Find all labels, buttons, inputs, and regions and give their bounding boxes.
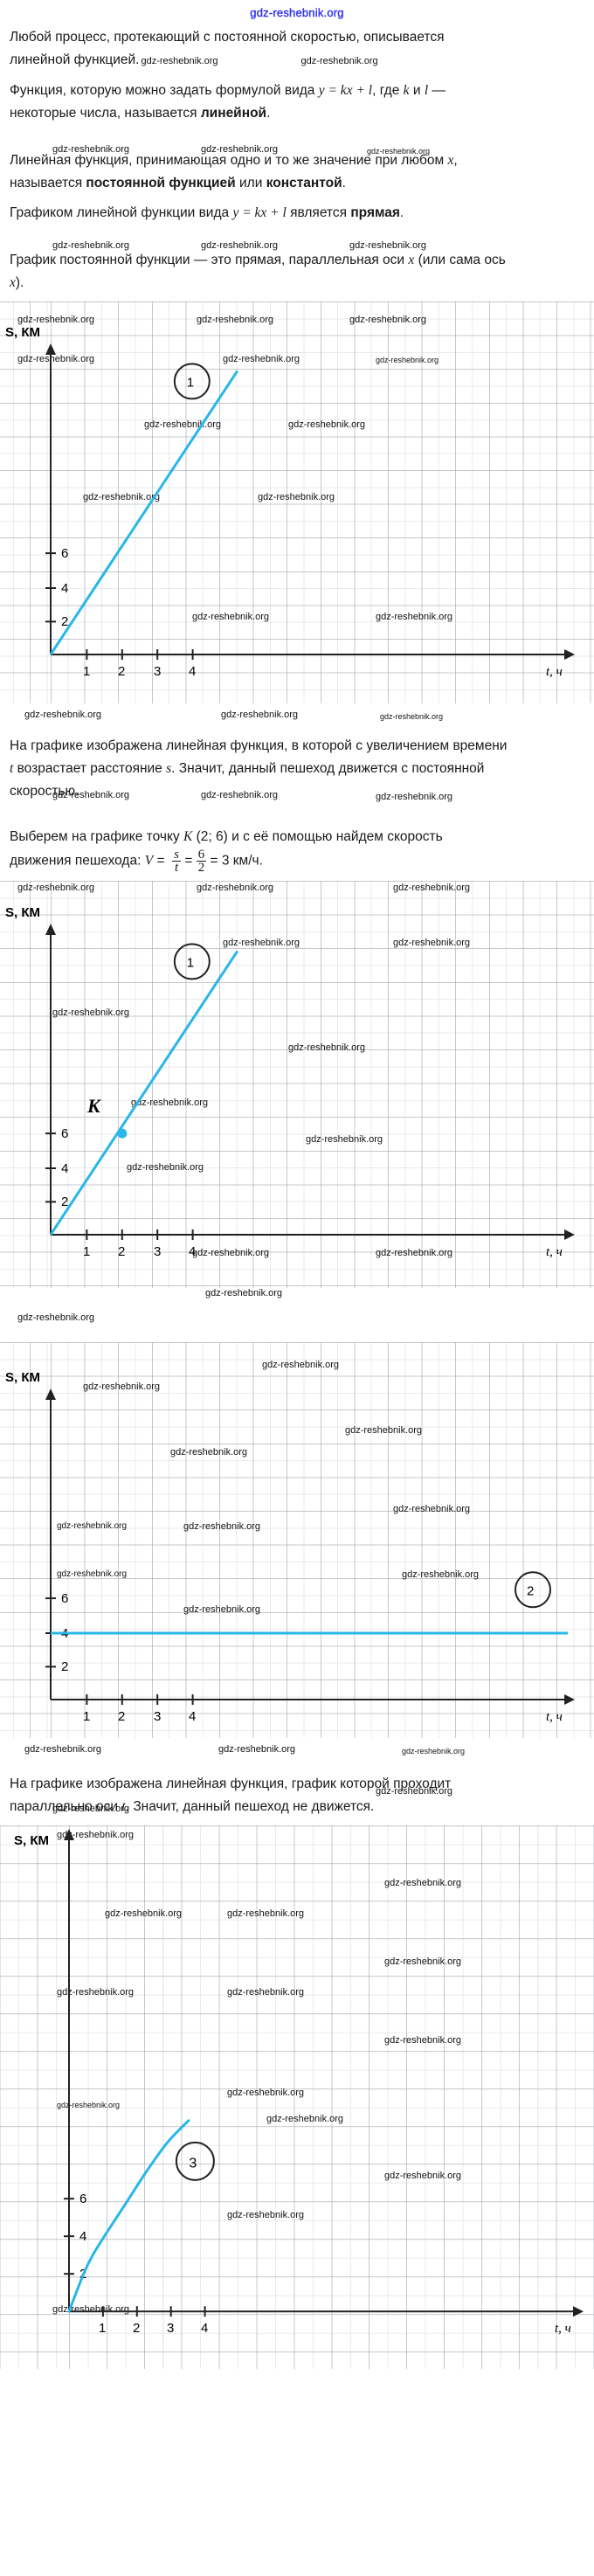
svg-text:4: 4 [201, 2321, 208, 2336]
svg-text:t, ч: t, ч [546, 1245, 563, 1259]
svg-text:2: 2 [118, 1244, 125, 1259]
svg-text:2: 2 [118, 664, 125, 679]
svg-text:S, КМ: S, КМ [14, 1833, 49, 1848]
svg-text:3: 3 [154, 664, 161, 679]
svg-text:t, ч: t, ч [546, 665, 563, 679]
svg-text:K: K [86, 1095, 101, 1117]
svg-text:1: 1 [187, 375, 194, 390]
svg-text:S, КМ: S, КМ [5, 905, 40, 920]
svg-text:4: 4 [79, 2229, 86, 2244]
svg-text:3: 3 [154, 1709, 161, 1724]
svg-text:6: 6 [61, 546, 68, 561]
svg-text:1: 1 [83, 1244, 90, 1259]
svg-text:3: 3 [154, 1244, 161, 1259]
svg-text:4: 4 [189, 1244, 196, 1259]
svg-text:4: 4 [189, 1709, 196, 1724]
svg-text:2: 2 [61, 1659, 68, 1674]
svg-text:6: 6 [61, 1126, 68, 1141]
svg-text:2: 2 [118, 1709, 125, 1724]
svg-text:t, ч: t, ч [555, 2322, 571, 2336]
svg-text:1: 1 [187, 955, 194, 970]
svg-text:1: 1 [83, 1709, 90, 1724]
svg-text:6: 6 [61, 1591, 68, 1606]
svg-text:3: 3 [167, 2321, 174, 2336]
svg-text:1: 1 [99, 2321, 106, 2336]
svg-text:2: 2 [527, 1583, 534, 1598]
svg-text:3: 3 [189, 2156, 197, 2171]
svg-text:4: 4 [61, 581, 68, 596]
svg-text:S, КМ: S, КМ [5, 325, 40, 340]
svg-text:S, КМ: S, КМ [5, 1370, 40, 1385]
svg-text:6: 6 [79, 2192, 86, 2206]
svg-text:t, ч: t, ч [546, 1710, 563, 1724]
svg-text:1: 1 [83, 664, 90, 679]
svg-text:4: 4 [61, 1161, 68, 1176]
svg-text:2: 2 [133, 2321, 140, 2336]
svg-text:4: 4 [189, 664, 196, 679]
